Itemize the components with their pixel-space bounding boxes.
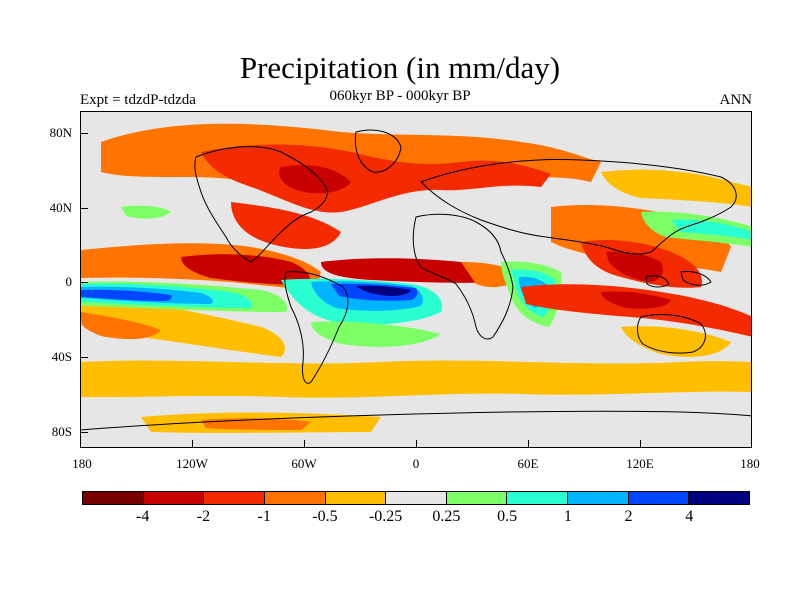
lat-tick [80,133,88,134]
lat-label-80s: 80S [51,424,72,439]
contour-npac-green [121,205,171,219]
contour-spac-yellow [81,292,285,357]
colorbar-box [264,492,326,504]
colorbar-label: 4 [685,508,694,525]
contour-indian-red [521,284,751,337]
season-label: ANN [719,92,753,108]
lon-label-0: 0 [412,456,420,471]
colorbar-box [204,492,265,504]
chart-subtitle: 060kyr BP - 000kyr BP [329,88,471,104]
map-canvas [81,112,751,447]
colorbar-label: -2 [196,508,211,525]
colorbar-box [568,492,629,504]
lat-label-0: 0 [65,274,73,289]
lon-label-180w: 180 [72,456,92,471]
lat-tick [80,282,88,283]
colorbar-label: 1 [563,508,572,525]
colorbar-box [325,492,387,504]
lat-tick [80,357,88,358]
lat-label-80n: 80N [49,125,72,140]
lon-tick [304,440,305,448]
lon-label-120w: 120W [176,456,208,471]
precipitation-map [80,111,752,448]
coastlines [81,129,751,431]
chart-title: Precipitation (in mm/day) [239,50,561,85]
colorbar [82,491,750,505]
colorbar-label: 0.5 [497,508,518,525]
colorbar-box [689,492,750,504]
colorbar-label: -1 [257,508,271,525]
lat-label-40n: 40N [49,200,72,215]
colorbar-label: -4 [136,508,150,525]
lon-label-180e: 180 [740,456,760,471]
contour-southern-yellow [81,360,751,398]
colorbar-label: 0.25 [432,508,461,525]
colorbar-box [507,492,569,504]
lon-tick [528,440,529,448]
contour-aus-yellow [621,326,731,357]
contour-pac-blue [81,289,172,301]
lon-label-60w: 60W [291,456,317,471]
contour-np-yellow [601,169,751,207]
colorbar-label: -0.5 [312,508,338,525]
lat-label-40s: 40S [51,349,72,364]
contour-arctic-darkred [279,165,351,194]
contour-na-red [231,202,341,249]
colorbar-box [628,492,690,504]
contour-indian-darkred [601,291,671,309]
colorbar-box [386,492,447,504]
contour-epac-red [181,254,311,285]
colorbar-label: 2 [624,508,633,525]
colorbar-box [143,492,205,504]
contour-spac-orange [81,312,161,340]
lat-tick [80,208,88,209]
lon-tick [192,440,193,448]
experiment-label: Expt = tdzdP-tdzda [80,92,196,108]
colorbar-box [446,492,508,504]
contour-amazon-dark [356,285,411,296]
lon-tick [640,440,641,448]
lat-tick [80,432,88,433]
contour-satl-green [311,321,441,347]
contour-atl-red [321,258,501,283]
contour-asia-darkred [606,251,663,282]
lon-label-120e: 120E [626,456,654,471]
contour-wpac-cyan [671,219,751,240]
colorbar-box [83,492,144,504]
lon-label-60e: 60E [517,456,539,471]
contour-arctic-red [201,144,551,213]
lon-tick [416,440,417,448]
colorbar-label: -0.25 [368,508,403,525]
